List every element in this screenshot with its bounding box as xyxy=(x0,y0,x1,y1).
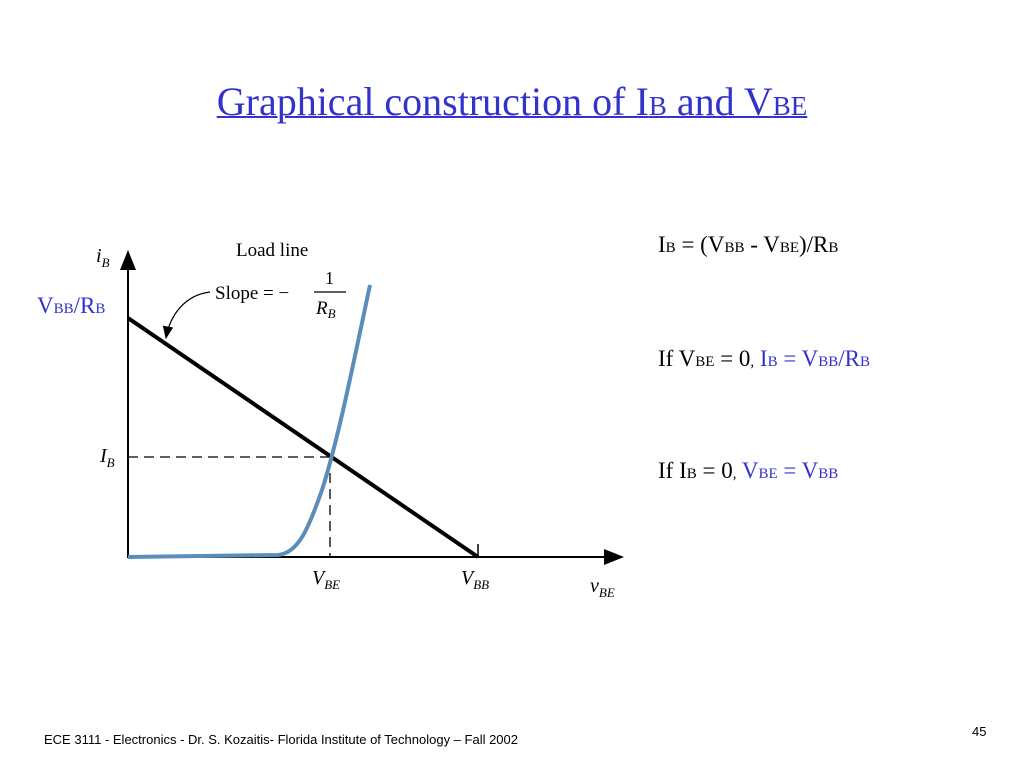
text: , xyxy=(750,354,755,370)
annotation-arrow xyxy=(162,291,211,340)
text: B xyxy=(665,240,676,256)
slope-numerator: 1 xyxy=(325,268,334,288)
text: v xyxy=(590,575,599,597)
ib-label: IB xyxy=(99,445,115,470)
text: B xyxy=(860,354,871,370)
slide-title: Graphical construction of IB and VBE xyxy=(0,78,1024,125)
text: If I xyxy=(658,458,687,483)
text: B xyxy=(102,255,110,270)
equation: If VBE = 0, IB = VBB/RB xyxy=(658,346,870,372)
text: V xyxy=(461,567,476,589)
title-subscript: BE xyxy=(772,91,808,121)
slope-label: Slope = − xyxy=(215,283,289,304)
text: V xyxy=(312,567,327,589)
text: BB xyxy=(473,577,489,592)
text: B xyxy=(328,306,336,321)
highlight: VBE = VBB xyxy=(736,458,838,483)
text: I xyxy=(99,445,108,467)
text: If V xyxy=(658,346,696,371)
text: BE xyxy=(758,466,778,482)
text: , xyxy=(732,466,737,482)
title-text: and V xyxy=(666,79,773,124)
text: = V xyxy=(777,458,819,483)
text: i xyxy=(96,245,102,267)
text: = (V xyxy=(675,232,725,257)
title-subscript: B xyxy=(648,91,667,121)
text: V xyxy=(37,293,54,318)
text: BE xyxy=(779,240,799,256)
highlight: IB = VBB/RB xyxy=(754,346,870,371)
vbe-label: VBE xyxy=(312,567,340,592)
text: /R xyxy=(74,293,96,318)
x-axis-label: vBE xyxy=(590,575,615,600)
slope-denominator: RB xyxy=(315,298,336,321)
vbb-label: VBB xyxy=(461,567,489,592)
diode-curve xyxy=(127,284,372,559)
page-number: 45 xyxy=(972,724,987,739)
equation: IB = (VBB - VBE)/RB xyxy=(658,232,838,258)
text: /R xyxy=(838,346,861,371)
load-line-label: Load line xyxy=(236,240,308,261)
text: B xyxy=(767,354,778,370)
text: - V xyxy=(744,232,780,257)
text: R xyxy=(315,298,328,319)
text: B xyxy=(107,455,115,470)
text: BB xyxy=(724,240,745,256)
text: I xyxy=(754,346,768,371)
text: BB xyxy=(818,466,839,482)
text: BB xyxy=(54,301,74,317)
y-axis-label: iB xyxy=(96,245,110,270)
load-line xyxy=(126,316,480,559)
text: = V xyxy=(777,346,819,371)
text: = 0 xyxy=(696,458,733,483)
text: BE xyxy=(324,577,340,592)
text: BB xyxy=(818,354,839,370)
text: V xyxy=(736,458,759,483)
intercept-label: VBB/RB xyxy=(37,293,105,318)
text: I xyxy=(658,232,666,257)
text: B xyxy=(686,466,697,482)
text: BE xyxy=(695,354,715,370)
equation: If IB = 0, VBE = VBB xyxy=(658,458,838,484)
title-text: Graphical construction of I xyxy=(216,79,649,124)
text: BE xyxy=(599,585,615,600)
text: )/R xyxy=(798,232,829,257)
footer: ECE 3111 - Electronics - Dr. S. Kozaitis… xyxy=(44,732,518,747)
text: = 0 xyxy=(714,346,751,371)
text: B xyxy=(95,301,105,317)
text: B xyxy=(828,240,839,256)
